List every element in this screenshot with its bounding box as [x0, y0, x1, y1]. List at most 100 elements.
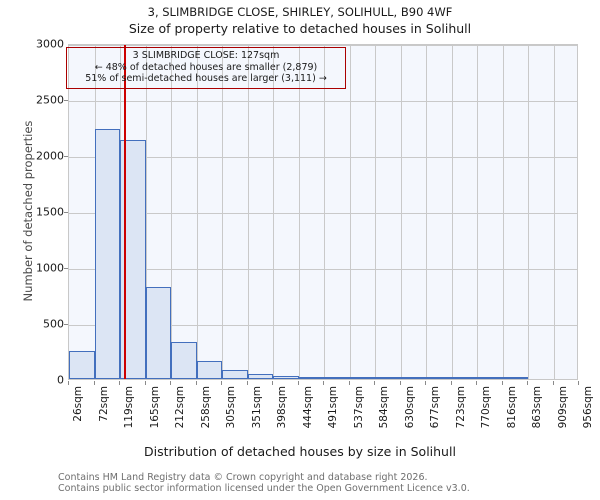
histogram-bar [451, 377, 477, 379]
x-axis-tick-label: 398sqm [276, 386, 288, 429]
gridline-vertical [145, 45, 147, 379]
histogram-bar [69, 351, 95, 379]
y-axis-tick-mark [64, 268, 68, 269]
gridline-vertical [553, 45, 555, 379]
x-axis-tick-mark [297, 381, 299, 385]
y-axis-tick-label: 500 [43, 317, 64, 331]
x-axis-tick-mark [221, 381, 222, 385]
x-axis-tick-mark [552, 381, 554, 385]
gridline-vertical [375, 45, 376, 379]
x-axis-tick-label: 909sqm [556, 386, 569, 429]
footer-line-1: Contains HM Land Registry data © Crown c… [58, 472, 428, 483]
gridline-vertical [349, 45, 351, 379]
x-axis-tick-label: 584sqm [378, 386, 390, 429]
histogram-bar [273, 375, 299, 379]
gridline-vertical [247, 45, 249, 379]
x-axis-tick-mark [323, 381, 324, 385]
chart-title-block: 3, SLIMBRIDGE CLOSE, SHIRLEY, SOLIHULL, … [0, 4, 600, 37]
x-axis-tick-mark [476, 381, 477, 385]
x-axis-tick-label: 491sqm [327, 386, 339, 429]
histogram-bar [222, 370, 248, 379]
x-axis-tick-label: 26sqm [72, 386, 84, 422]
histogram-bar [375, 377, 401, 379]
annotation-line-1: 3 SLIMBRIDGE CLOSE: 127sqm [132, 50, 280, 61]
histogram-bar [298, 376, 324, 379]
gridline-vertical [171, 45, 172, 379]
histogram-bar [171, 342, 197, 379]
x-axis-tick-mark [93, 381, 95, 385]
gridline-vertical [400, 45, 402, 379]
y-axis-tick-label: 3000 [36, 37, 64, 51]
y-axis-tick-label: 0 [57, 373, 64, 387]
gridline-horizontal [69, 157, 577, 158]
histogram-bar [477, 376, 503, 379]
x-axis-tick-mark [399, 381, 401, 385]
x-axis-tick-label: 956sqm [582, 386, 594, 429]
y-axis-tick-mark [64, 156, 68, 157]
gridline-vertical [273, 45, 274, 379]
gridline-vertical [426, 45, 427, 379]
gridline-vertical [477, 45, 478, 379]
gridline-vertical [298, 45, 300, 379]
gridline-horizontal [69, 45, 577, 46]
gridline-horizontal [69, 213, 577, 214]
histogram-bar [196, 361, 222, 379]
y-axis-tick-mark [64, 212, 68, 213]
x-axis-tick-label: 351sqm [250, 386, 263, 429]
annotation-line-2: ← 48% of detached houses are smaller (2,… [94, 61, 318, 73]
chart-subtitle: Size of property relative to detached ho… [128, 21, 472, 36]
x-axis-tick-mark [348, 381, 350, 385]
histogram-bar [426, 377, 452, 379]
x-axis-tick-mark [425, 381, 426, 385]
x-axis-tick-mark [246, 381, 248, 385]
gridline-vertical [451, 45, 453, 379]
gridline-horizontal [69, 269, 577, 270]
x-axis-tick-mark [578, 381, 579, 385]
gridline-horizontal [69, 101, 577, 102]
annotation-line-3: 51% of semi-detached houses are larger (… [85, 73, 327, 84]
x-axis-tick-label: 677sqm [429, 386, 441, 429]
x-axis-tick-mark [119, 381, 120, 385]
x-axis-tick-mark [144, 381, 146, 385]
x-axis-tick-label: 165sqm [148, 386, 161, 429]
histogram-bar [502, 377, 528, 379]
x-axis-tick-mark [68, 381, 69, 385]
x-axis-tick-label: 212sqm [174, 386, 186, 429]
gridline-vertical [528, 45, 529, 379]
x-axis-tick-label: 258sqm [199, 386, 212, 429]
y-axis-tick-mark [64, 100, 68, 101]
x-axis-tick-mark [501, 381, 503, 385]
x-axis-tick-label: 537sqm [352, 386, 365, 429]
x-axis-tick-label: 770sqm [480, 386, 492, 429]
gridline-vertical [222, 45, 223, 379]
histogram-bar [247, 373, 273, 379]
x-axis-tick-label: 723sqm [454, 386, 467, 429]
gridline-vertical [502, 45, 504, 379]
histogram-bar [324, 377, 350, 379]
footer-line-2: Contains public sector information licen… [58, 483, 470, 494]
page-title: 3, SLIMBRIDGE CLOSE, SHIRLEY, SOLIHULL, … [147, 5, 453, 19]
y-axis-tick-label: 2000 [36, 149, 64, 163]
x-axis-tick-label: 816sqm [505, 386, 518, 429]
x-axis-title: Distribution of detached houses by size … [144, 444, 456, 459]
x-axis-tick-label: 444sqm [301, 386, 314, 429]
y-axis-tick-label: 1500 [36, 205, 64, 219]
x-axis-tick-mark [527, 381, 528, 385]
property-marker-line [124, 45, 127, 379]
gridline-horizontal [69, 325, 577, 326]
histogram-bar [400, 377, 426, 379]
x-axis-tick-mark [272, 381, 273, 385]
x-axis-tick-label: 72sqm [97, 386, 110, 422]
x-axis-tick-mark [170, 381, 171, 385]
x-axis-tick-mark [374, 381, 375, 385]
y-axis: Number of detached properties 0 500 1000 15… [0, 38, 68, 387]
plot-area [68, 44, 578, 380]
y-axis-tick-label: 2500 [36, 93, 64, 107]
x-axis: 26sqm 72sqm 119sqm 165sqm 212sqm 258sqm 305sqm… [68, 381, 594, 441]
y-axis-tick-label: 1000 [36, 261, 64, 275]
gridline-vertical [324, 45, 325, 379]
histogram-bar [120, 140, 146, 379]
x-axis-tick-label: 863sqm [531, 386, 543, 429]
x-axis-tick-label: 305sqm [225, 386, 237, 429]
